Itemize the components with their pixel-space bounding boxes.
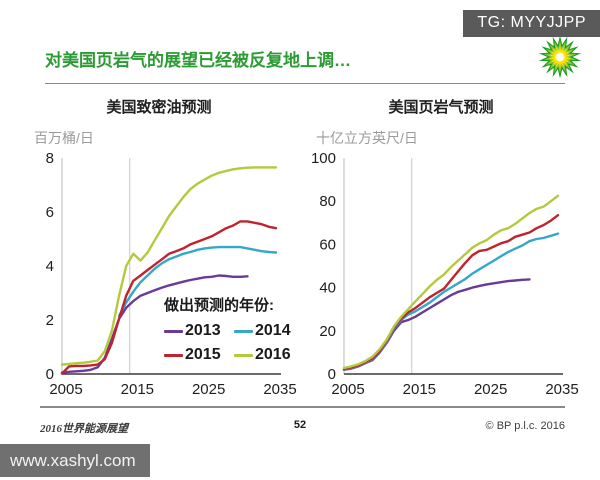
svg-text:2035: 2035 [545,381,578,398]
tight-oil-chart: 0 2 4 6 8 2005 2015 2025 2035 [46,150,297,398]
series-line-2013 [60,274,249,374]
page-number: 52 [293,419,307,431]
svg-text:4: 4 [46,258,54,275]
chart-legend: 做出预测的年份: 2013 2014 2015 [164,294,300,367]
legend-item-2015: 2015 [164,343,230,367]
shale-gas-chart-panel: 美国页岩气预测 十亿立方英尺/日 0 20 40 60 80 100 2005 2015 202… [300,88,582,402]
series-line-2016 [342,194,560,370]
title-divider [45,83,565,84]
tight-oil-unit-label: 百万桶/日 [34,130,94,146]
svg-text:2005: 2005 [331,381,364,398]
svg-text:100: 100 [311,150,336,167]
watermark: www.xashyl.com [0,444,150,477]
copyright-notice: © BP p.l.c. 2016 [485,420,565,432]
legend-swatch-2013 [164,329,183,333]
footer-divider [40,406,565,408]
legend-item-2014: 2014 [234,319,300,343]
legend-swatch-2016 [234,353,253,357]
series-line-2014 [117,245,278,318]
charts-row: 美国致密油预测 百万桶/日 0 2 4 6 8 2005 2015 2025 2035 做出预测… [18,88,582,402]
legend-swatch-2015 [164,353,183,357]
svg-text:60: 60 [319,236,336,253]
shale-gas-chart-title: 美国页岩气预测 [388,99,494,116]
legend-label-2015: 2015 [185,346,221,363]
legend-label-2013: 2013 [185,322,221,339]
tight-oil-chart-panel: 美国致密油预测 百万桶/日 0 2 4 6 8 2005 2015 2025 2035 做出预测… [18,88,300,402]
svg-text:2035: 2035 [263,381,296,398]
svg-text:2: 2 [46,312,54,329]
bp-helios-logo-icon [538,35,582,79]
tight-oil-chart-title: 美国致密油预测 [106,99,212,116]
series-line-2015 [342,213,560,371]
svg-text:2015: 2015 [403,381,436,398]
shale-gas-unit-label: 十亿立方英尺/日 [316,130,418,146]
legend-title: 做出预测的年份: [164,297,274,314]
svg-text:2015: 2015 [121,381,154,398]
series-line-2014 [342,232,560,371]
shale-gas-chart: 0 20 40 60 80 100 2005 2015 2025 2035 [311,150,579,398]
legend-item-2013: 2013 [164,319,230,343]
svg-text:2005: 2005 [49,381,82,398]
legend-swatch-2014 [234,329,253,333]
svg-text:0: 0 [46,366,54,383]
svg-text:0: 0 [328,366,336,383]
svg-text:6: 6 [46,204,54,221]
page-title: 对美国页岩气的展望已经被反复地上调… [45,51,351,70]
svg-text:20: 20 [319,323,336,340]
tg-badge: TG: MYYJJPP [463,10,600,37]
footer-report-title: 2016世界能源展望 [40,423,128,435]
legend-grid: 2013 2014 2015 2016 [164,319,300,367]
legend-label-2014: 2014 [255,322,291,339]
svg-text:2025: 2025 [474,381,507,398]
legend-label-2016: 2016 [255,346,291,363]
svg-text:80: 80 [319,193,336,210]
svg-text:8: 8 [46,150,54,167]
svg-text:2025: 2025 [192,381,225,398]
legend-item-2016: 2016 [234,343,300,367]
series-line-2016 [60,166,278,366]
series-line-2015 [60,220,278,375]
svg-text:40: 40 [319,280,336,297]
